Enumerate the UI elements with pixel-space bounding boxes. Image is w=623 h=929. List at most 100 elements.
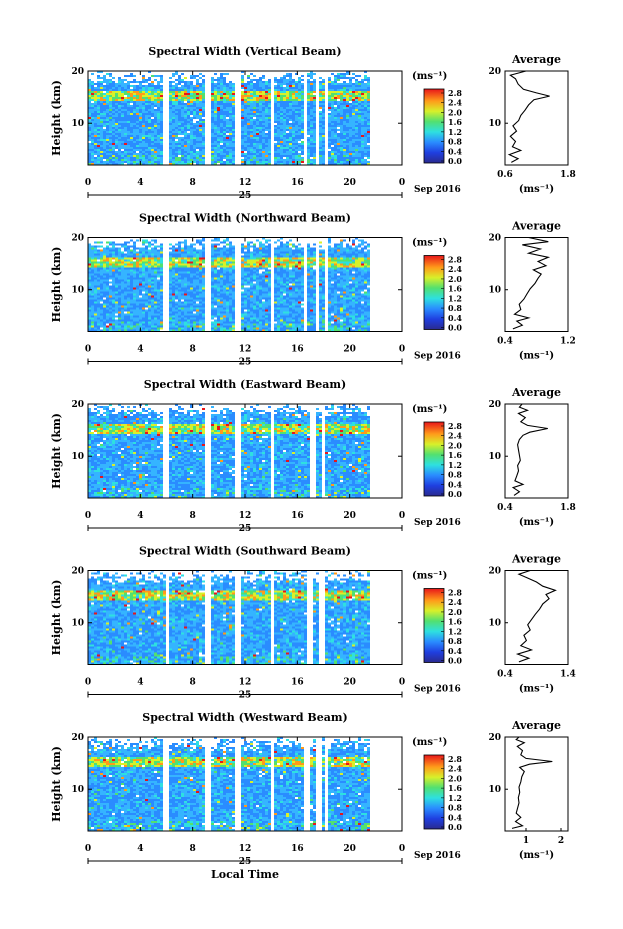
heatmap-cell [91, 87, 94, 89]
heatmap-cell [229, 127, 232, 129]
heatmap-cell [91, 267, 94, 270]
heatmap-cell [349, 85, 352, 87]
heatmap-cell [241, 247, 244, 250]
heatmap-cell [256, 113, 259, 115]
heatmap-cell [109, 97, 112, 99]
heatmap-cell [277, 111, 280, 113]
heatmap-cell [121, 265, 124, 268]
heatmap-cell [130, 131, 133, 133]
heatmap-cell [301, 263, 304, 266]
heatmap-cell [328, 119, 331, 121]
heatmap-cell [343, 73, 346, 75]
heatmap-cell [250, 87, 253, 89]
heatmap-cell [364, 75, 367, 77]
heatmap-cell [340, 115, 343, 117]
heatmap-cell [241, 145, 244, 147]
heatmap-cell [115, 111, 118, 113]
heatmap-cell [280, 135, 283, 137]
heatmap-cell [88, 251, 91, 254]
heatmap-cell [361, 147, 364, 149]
heatmap-cell [118, 159, 121, 161]
heatmap-cell [109, 103, 112, 105]
heatmap-cell [250, 157, 253, 159]
heatmap-cell [265, 159, 268, 161]
heatmap-cell [274, 97, 277, 99]
colorbar [423, 88, 445, 164]
heatmap-cell [88, 125, 91, 127]
heatmap-cell [127, 105, 130, 107]
heatmap-cell [328, 95, 331, 97]
heatmap-cell [124, 243, 127, 246]
heatmap-cell [349, 119, 352, 121]
heatmap-cell [202, 133, 205, 135]
heatmap-cell [343, 163, 346, 165]
heatmap-cell [178, 97, 181, 99]
heatmap-cell [358, 151, 361, 153]
heatmap-cell [343, 121, 346, 123]
heatmap-cell [220, 159, 223, 161]
heatmap-cell [319, 147, 322, 149]
heatmap-cell [358, 117, 361, 119]
heatmap-cell [121, 105, 124, 107]
heatmap-cell [298, 133, 301, 135]
heatmap-cell [319, 265, 322, 268]
heatmap-cell [94, 263, 97, 266]
heatmap-cell [340, 135, 343, 137]
heatmap-cell [202, 111, 205, 113]
heatmap-cell [220, 73, 223, 75]
heatmap-cell [190, 77, 193, 79]
heatmap-cell [349, 133, 352, 135]
heatmap-cell [346, 249, 349, 252]
heatmap-cell [220, 129, 223, 131]
heatmap-cell [292, 125, 295, 127]
heatmap-cell [109, 141, 112, 143]
heatmap-cell [307, 261, 310, 264]
heatmap-cell [214, 267, 217, 270]
heatmap-cell [226, 109, 229, 111]
heatmap-cell [274, 139, 277, 141]
heatmap-cell [91, 89, 94, 91]
heatmap-cell [286, 85, 289, 87]
heatmap-cell [142, 121, 145, 123]
heatmap-cell [364, 101, 367, 103]
heatmap-cell [94, 115, 97, 117]
heatmap-cell [367, 115, 370, 117]
heatmap-cell [319, 107, 322, 109]
heatmap-cell [268, 133, 271, 135]
heatmap-cell [292, 83, 295, 85]
y-axis-label: Height (km) [50, 80, 63, 156]
heatmap-cell [148, 241, 151, 244]
heatmap-cell [265, 269, 268, 272]
heatmap-cell [355, 267, 358, 270]
heatmap-cell [160, 253, 163, 256]
heatmap-cell [241, 139, 244, 141]
heatmap-cell [106, 73, 109, 75]
heatmap-cell [307, 273, 310, 276]
heatmap-cell [367, 273, 370, 276]
heatmap-cell [157, 259, 160, 262]
heatmap-cell [130, 75, 133, 77]
heatmap-cell [196, 123, 199, 125]
heatmap-cell [187, 257, 190, 260]
heatmap-cell [211, 113, 214, 115]
heatmap-cell [262, 85, 265, 87]
heatmap-cell [337, 101, 340, 103]
heatmap-cell [190, 159, 193, 161]
heatmap-cell [268, 239, 271, 242]
heatmap-cell [118, 251, 121, 254]
heatmap-cell [136, 103, 139, 105]
heatmap-cell [112, 139, 115, 141]
heatmap-cell [97, 159, 100, 161]
heatmap-cell [136, 105, 139, 107]
heatmap-cell [142, 269, 145, 272]
heatmap-cell [190, 261, 193, 264]
heatmap-cell [133, 245, 136, 248]
heatmap-cell [100, 113, 103, 115]
heatmap-cell [226, 265, 229, 268]
heatmap-cell [361, 135, 364, 137]
heatmap-cell [94, 259, 97, 262]
heatmap-cell [223, 267, 226, 270]
heatmap-cell [109, 73, 112, 75]
heatmap-cell [265, 81, 268, 83]
